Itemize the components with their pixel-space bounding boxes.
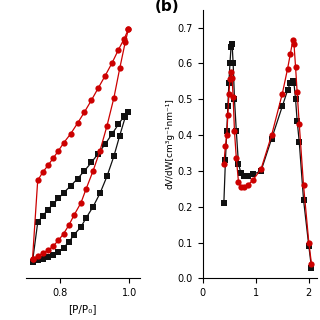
X-axis label: [P/P₀]: [P/P₀] <box>68 304 97 314</box>
Y-axis label: dV/dW[cm³g⁻¹nm⁻¹]: dV/dW[cm³g⁻¹nm⁻¹] <box>166 99 175 189</box>
Text: (b): (b) <box>155 0 179 14</box>
